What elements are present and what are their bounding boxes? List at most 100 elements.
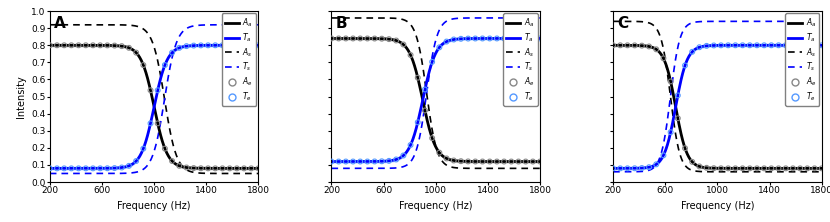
Point [43, 44, 56, 47]
Point [251, 44, 265, 47]
Point [223, 44, 237, 47]
X-axis label: Frequency (Hz): Frequency (Hz) [399, 201, 472, 211]
Point [202, 44, 215, 47]
Point [491, 37, 504, 40]
Point [693, 46, 706, 49]
Point [613, 44, 627, 47]
Point [115, 166, 129, 169]
Point [57, 44, 71, 47]
Point [346, 160, 359, 163]
Point [613, 166, 627, 170]
Point [461, 160, 475, 163]
Point [346, 37, 359, 40]
Point [657, 57, 670, 60]
Point [642, 165, 656, 169]
Point [383, 37, 396, 41]
Point [86, 166, 100, 170]
Point [180, 166, 193, 169]
Point [100, 166, 114, 170]
Point [642, 45, 656, 48]
X-axis label: Frequency (Hz): Frequency (Hz) [117, 201, 191, 211]
Point [461, 37, 475, 40]
Point [411, 121, 424, 124]
Point [375, 160, 388, 163]
Point [100, 44, 114, 47]
Point [707, 166, 720, 170]
Point [715, 44, 728, 47]
Point [483, 160, 496, 163]
Point [251, 166, 265, 170]
Point [491, 160, 504, 163]
Point [325, 37, 338, 40]
Point [772, 44, 785, 47]
Point [79, 166, 92, 170]
Point [650, 48, 663, 51]
Point [447, 38, 461, 41]
Point [664, 80, 677, 83]
Point [339, 160, 353, 163]
Point [801, 44, 814, 47]
Point [187, 44, 200, 47]
Point [375, 37, 388, 40]
Point [786, 44, 799, 47]
Point [497, 37, 510, 40]
Point [721, 166, 735, 170]
Point [115, 44, 129, 48]
Text: A: A [54, 16, 66, 31]
Point [216, 166, 229, 170]
Point [354, 37, 367, 40]
Point [505, 37, 518, 40]
Text: C: C [618, 16, 628, 31]
Point [165, 51, 178, 54]
Point [779, 44, 793, 47]
Point [815, 44, 828, 47]
X-axis label: Frequency (Hz): Frequency (Hz) [681, 201, 754, 211]
Point [237, 166, 251, 170]
Point [230, 166, 243, 170]
Point [635, 44, 648, 48]
Point [389, 158, 403, 161]
Point [476, 37, 489, 40]
Legend: $A_a$, $T_a$, $A_s$, $T_s$, $A_e$, $T_e$: $A_a$, $T_a$, $A_s$, $T_s$, $A_e$, $T_e$ [222, 13, 256, 106]
Point [361, 37, 374, 40]
Point [432, 151, 446, 155]
Point [628, 166, 642, 170]
Point [664, 131, 677, 134]
Point [339, 37, 353, 40]
Point [729, 44, 742, 47]
Point [165, 159, 178, 163]
Point [678, 64, 691, 67]
Point [94, 44, 107, 47]
Point [159, 147, 172, 150]
Point [607, 44, 620, 47]
Point [72, 44, 85, 47]
Point [223, 166, 237, 170]
Point [808, 166, 821, 170]
Point [743, 44, 756, 47]
Point [216, 44, 229, 47]
Legend: $A_a$, $T_a$, $A_s$, $T_s$, $A_e$, $T_e$: $A_a$, $T_a$, $A_s$, $T_s$, $A_e$, $T_e$ [504, 13, 538, 106]
Point [418, 88, 432, 91]
Point [137, 147, 150, 150]
Point [404, 53, 417, 57]
Point [519, 160, 532, 163]
Point [368, 160, 381, 163]
Point [94, 166, 107, 170]
Point [245, 166, 258, 170]
Point [426, 60, 439, 64]
Point [194, 44, 208, 47]
Point [686, 160, 699, 164]
Point [607, 166, 620, 170]
Point [129, 159, 143, 163]
Point [397, 154, 410, 157]
Point [483, 37, 496, 40]
Point [505, 160, 518, 163]
Point [440, 40, 453, 43]
Point [650, 163, 663, 166]
Point [750, 44, 764, 47]
Point [671, 94, 685, 97]
Y-axis label: Intensity: Intensity [16, 75, 26, 118]
Point [736, 166, 749, 170]
Point [512, 160, 525, 163]
Point [758, 44, 771, 47]
